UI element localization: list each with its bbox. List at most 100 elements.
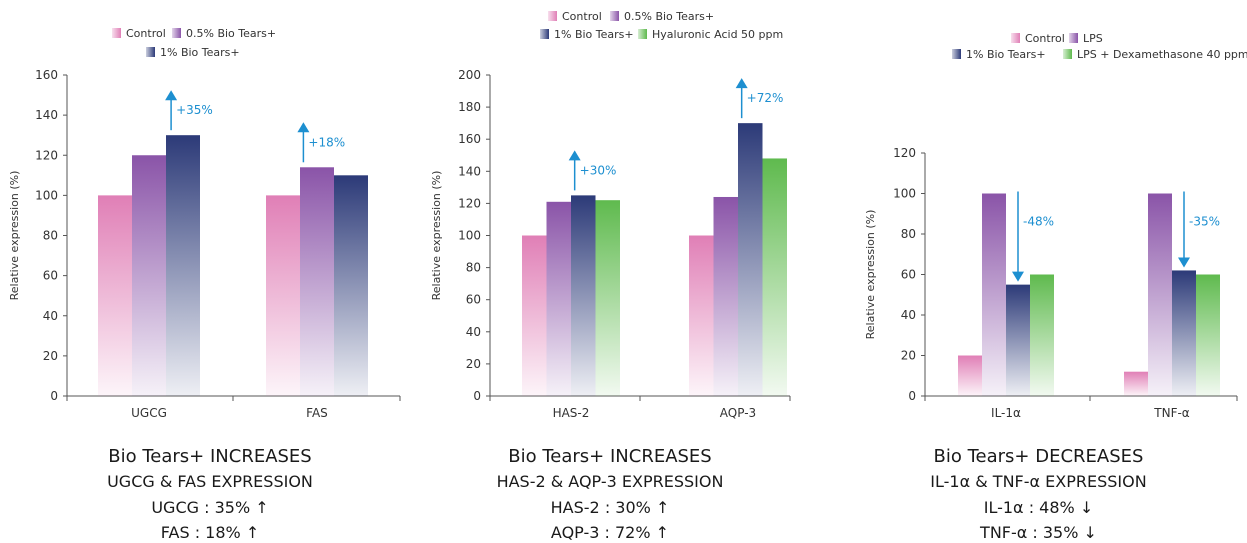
x-tick-label: TNF-α: [1153, 406, 1190, 420]
annotation-label: -35%: [1189, 215, 1220, 229]
legend-swatch: [638, 29, 647, 39]
chart-3-caption-subtitle: IL-1α & TNF-α EXPRESSION: [930, 472, 1147, 491]
chart-3-caption-line-1: IL-1α : 48% ↓: [830, 498, 1247, 517]
x-tick-label: IL-1α: [991, 406, 1021, 420]
y-tick-label: 140: [458, 164, 481, 178]
legend-label: Control: [562, 10, 602, 23]
bar: [689, 235, 714, 396]
down-arrow-icon: ↓: [1083, 523, 1097, 542]
bar: [1148, 193, 1172, 396]
down-arrow-icon: [1178, 257, 1190, 268]
chart-2-svg: 0 20 40 60 80 100 120 140 160 180 200 Relative expr…: [430, 10, 791, 420]
bar: [1172, 270, 1196, 396]
x-tick-label: FAS: [306, 406, 328, 420]
bar: [982, 193, 1006, 396]
bar: [98, 195, 132, 396]
y-axis-label: Relative expression (%): [8, 171, 21, 301]
y-tick-label: 20: [43, 349, 58, 363]
chart-1-caption-subtitle: UGCG & FAS EXPRESSION: [107, 472, 313, 491]
chart-1-caption-line-2-label: FAS : 18%: [160, 523, 241, 542]
bar: [334, 175, 368, 396]
y-tick-label: 40: [901, 308, 916, 322]
bar: [571, 195, 596, 396]
y-tick-label: 100: [458, 229, 481, 243]
y-tick-label: 180: [458, 100, 481, 114]
y-axis-label: Relative expression (%): [864, 210, 877, 340]
y-tick-label: 80: [466, 261, 481, 275]
chart-1-caption-title: Bio Tears+ INCREASES: [108, 446, 312, 467]
y-tick-label: 120: [893, 146, 916, 160]
y-tick-label: 100: [893, 187, 916, 201]
x-tick-label: AQP-3: [720, 406, 756, 420]
bar: [958, 355, 982, 396]
bar: [1006, 284, 1030, 396]
legend-swatch: [112, 28, 121, 38]
bar: [546, 201, 571, 396]
y-tick-label: 80: [901, 227, 916, 241]
chart-2-caption-subtitle: HAS-2 & AQP-3 EXPRESSION: [496, 472, 724, 491]
y-tick-label: 60: [901, 268, 916, 282]
legend-label: Control: [1025, 32, 1065, 45]
legend-swatch: [952, 49, 961, 59]
bar: [713, 196, 738, 396]
legend-label: 1% Bio Tears+: [554, 28, 634, 41]
chart-2-caption-line-2-label: AQP-3 : 72%: [550, 523, 651, 542]
y-tick-label: 40: [43, 309, 58, 323]
chart-1-caption-line-2: FAS : 18% ↑: [0, 523, 420, 542]
legend-label: 1% Bio Tears+: [966, 48, 1046, 61]
up-arrow-icon: [735, 78, 748, 89]
chart-1-caption-line-1: UGCG : 35% ↑: [0, 498, 420, 517]
bar: [266, 195, 300, 396]
legend-label: Control: [126, 27, 166, 40]
legend-swatch: [540, 29, 549, 39]
down-arrow-icon: [1012, 271, 1024, 282]
legend-label: LPS + Dexamethasone 40 ppm: [1077, 48, 1247, 61]
legend-swatch: [1063, 49, 1072, 59]
bar: [1196, 274, 1220, 396]
y-tick-label: 140: [35, 108, 58, 122]
down-arrow-icon: ↓: [1079, 498, 1094, 517]
up-arrow-icon: ↑: [655, 523, 670, 542]
legend-label: LPS: [1083, 32, 1103, 45]
chart-3-caption-line-1-label: IL-1α : 48%: [983, 498, 1075, 517]
bar: [1030, 274, 1054, 396]
legend-label: Hyaluronic Acid 50 ppm: [652, 28, 783, 41]
chart-1-svg: 0 20 40 60 80 100 120 140 160 Relative expression…: [8, 27, 401, 420]
chart-3-caption-line-2: TNF-α : 35% ↓: [830, 523, 1247, 542]
chart-3-caption-line-2-label: TNF-α : 35%: [980, 523, 1079, 542]
chart-panel-3: 0 20 40 60 80 100 120 Relative expression (%) IL…: [840, 0, 1247, 543]
bar: [595, 200, 620, 396]
up-arrow-icon: ↑: [655, 498, 670, 517]
chart-1-caption-line-1-label: UGCG : 35%: [151, 498, 251, 517]
legend-label: 1% Bio Tears+: [160, 46, 240, 59]
legend-label: 0.5% Bio Tears+: [186, 27, 276, 40]
legend-swatch: [172, 28, 181, 38]
y-tick-label: 60: [43, 269, 58, 283]
legend-label: 0.5% Bio Tears+: [624, 10, 714, 23]
legend-swatch: [1011, 33, 1020, 43]
bar: [166, 135, 200, 396]
annotation-label: +18%: [308, 135, 345, 149]
y-tick-label: 80: [43, 229, 58, 243]
y-tick-label: 100: [35, 188, 58, 202]
y-tick-label: 20: [466, 357, 481, 371]
chart-2-caption-line-1-label: HAS-2 : 30%: [550, 498, 651, 517]
chart-panel-1: 0 20 40 60 80 100 120 140 160 Relative expression…: [0, 0, 420, 543]
y-tick-label: 0: [908, 389, 916, 403]
y-tick-label: 0: [50, 389, 58, 403]
up-arrow-icon: ↑: [245, 523, 260, 542]
y-tick-label: 0: [473, 389, 481, 403]
chart-2-caption-line-2: AQP-3 : 72% ↑: [380, 523, 840, 542]
y-tick-label: 120: [35, 148, 58, 162]
annotation-label: +72%: [747, 91, 784, 105]
annotation-label: +35%: [176, 103, 213, 117]
up-arrow-icon: [297, 122, 310, 133]
y-tick-label: 160: [35, 68, 58, 82]
y-tick-label: 20: [901, 349, 916, 363]
chart-2-caption-line-1: HAS-2 : 30% ↑: [380, 498, 840, 517]
annotation-label: +30%: [580, 163, 617, 177]
bar: [762, 158, 787, 396]
y-tick-label: 60: [466, 293, 481, 307]
legend-swatch: [548, 11, 557, 21]
annotation-label: -48%: [1023, 215, 1054, 229]
